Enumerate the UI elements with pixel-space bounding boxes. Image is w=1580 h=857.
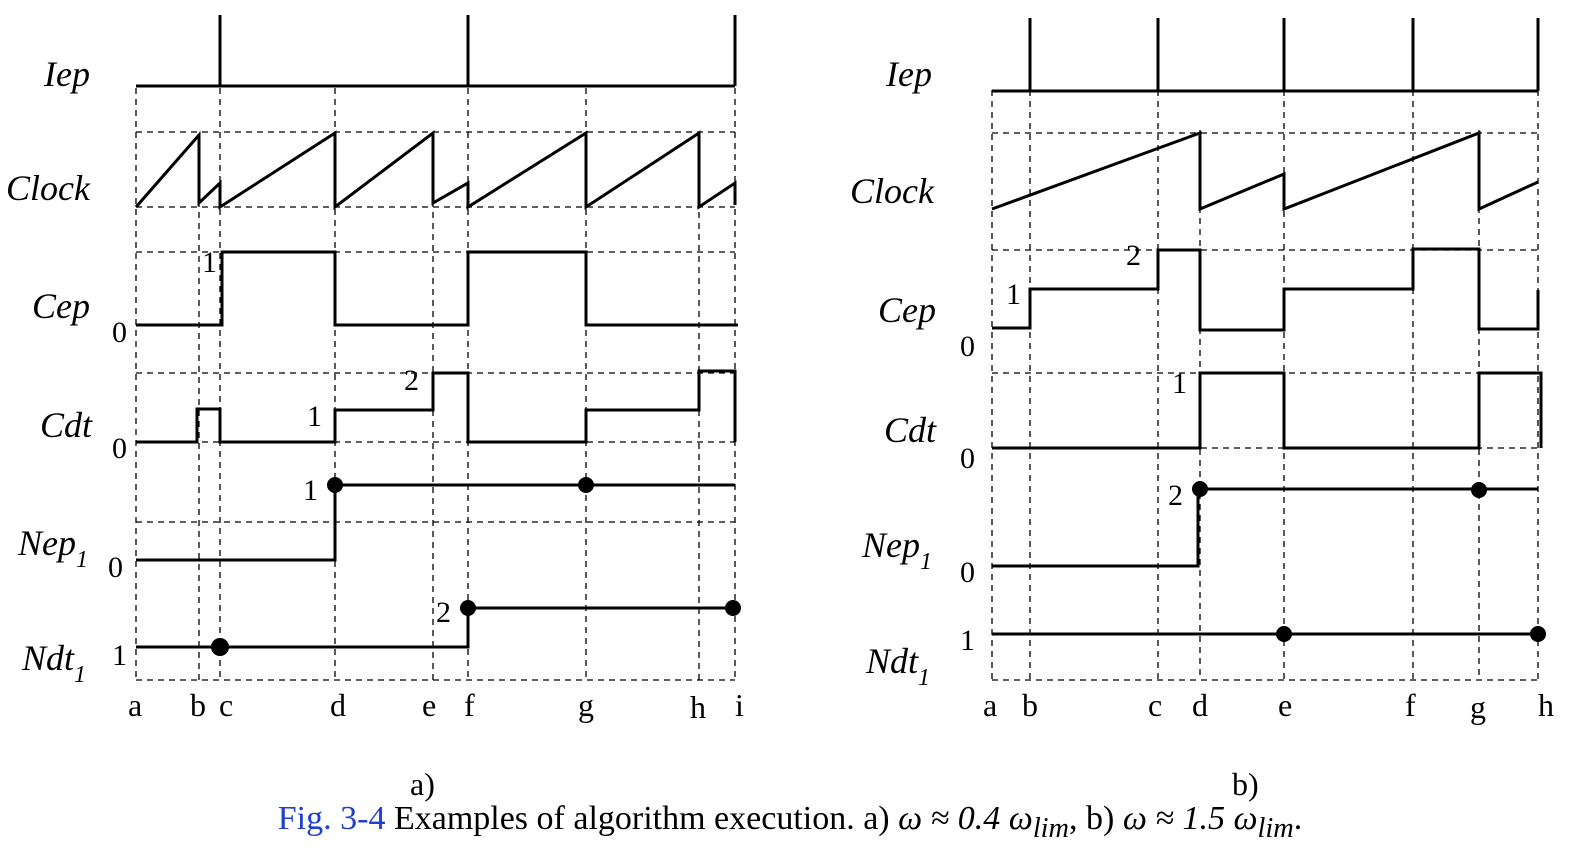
panel-b-cdt-trace xyxy=(992,371,1543,450)
caption-mid: , b) xyxy=(1069,800,1123,837)
panel-a-cep-zero: 0 xyxy=(112,316,127,349)
panel-a-ndt1-dot-i xyxy=(725,600,741,616)
panel-b-tick-f: f xyxy=(1405,687,1416,723)
figure-reference-link[interactable]: Fig. 3-4 xyxy=(277,800,386,837)
panel-a-ndt1-step-2: 2 xyxy=(436,596,451,629)
caption-formula-a: ω ≈ 0.4 ω xyxy=(898,800,1033,837)
panel-b-ndt1-level: 1 xyxy=(960,624,975,657)
panel-b-tick-c: c xyxy=(1148,687,1162,723)
panel-b-ndt1-dot-h xyxy=(1530,626,1546,642)
panel-b-nep1-zero: 0 xyxy=(960,556,975,589)
panel-b-tick-g: g xyxy=(1470,689,1486,725)
panel-a-tick-h: h xyxy=(690,689,706,725)
caption-text: Examples of algorithm execution. a) xyxy=(385,800,899,837)
panel-b: Iep Clock Cep Cdt Nep1 Ndt1 0 0 0 1 1 2 … xyxy=(850,18,1554,802)
caption-formula-b: ω ≈ 1.5 ω xyxy=(1122,800,1258,837)
panel-a-label-clock: Clock xyxy=(6,168,91,208)
panel-b-ndt1-dot-e xyxy=(1276,626,1292,642)
figure-caption: Fig. 3-4 Examples of algorithm execution… xyxy=(0,800,1580,845)
panel-a-label-iep: Iep xyxy=(43,54,90,94)
panel-a-cdt-zero: 0 xyxy=(112,432,127,465)
panel-b-label-iep: Iep xyxy=(885,54,932,94)
panel-a-ndt1-dot-c xyxy=(211,638,229,656)
panel-b-label: b) xyxy=(1232,766,1259,802)
panel-a-tick-a: a xyxy=(128,687,142,723)
panel-b-nep1-dot-g xyxy=(1471,482,1487,498)
panel-a-label-cep: Cep xyxy=(32,286,90,326)
panel-b-tick-b: b xyxy=(1022,687,1038,723)
panel-a: Iep Clock Cep Cdt Nep1 Ndt1 0 0 0 1 1 1 … xyxy=(6,15,744,802)
caption-formula-b-sub: lim xyxy=(1257,812,1294,844)
panel-a-tick-b: b xyxy=(190,687,206,723)
panel-a-ndt1-level: 1 xyxy=(112,639,127,672)
panel-b-tick-a: a xyxy=(983,687,997,723)
panel-b-cep-step-1: 1 xyxy=(1006,278,1021,311)
panel-b-cep-trace xyxy=(992,247,1540,332)
panel-a-nep1-dot-g xyxy=(578,477,594,493)
panel-b-cdt-step-1: 1 xyxy=(1172,367,1187,400)
panel-a-cdt-trace xyxy=(136,369,737,444)
panel-b-cep-step-2: 2 xyxy=(1126,239,1141,272)
panel-b-nep1-dot-d xyxy=(1192,481,1208,497)
panel-b-label-cdt: Cdt xyxy=(884,410,937,450)
panel-a-cep-step-1: 1 xyxy=(202,246,217,279)
panel-a-cdt-step-1: 1 xyxy=(307,400,322,433)
panel-a-nep1-trace xyxy=(136,483,735,562)
panel-b-tick-h: h xyxy=(1538,687,1554,723)
panel-b-nep1-trace xyxy=(992,487,1538,568)
panel-a-cep-trace xyxy=(136,250,738,327)
panel-a-nep1-step-1: 1 xyxy=(303,474,318,507)
panel-a-time-guides xyxy=(135,88,736,681)
panel-a-nep1-dot-d xyxy=(327,477,343,493)
panel-b-cdt-zero: 0 xyxy=(960,442,975,475)
panel-b-label-cep: Cep xyxy=(878,290,936,330)
panel-b-label-nep1: Nep1 xyxy=(861,525,932,575)
panel-a-tick-d: d xyxy=(330,687,346,723)
panel-a-cdt-step-2: 2 xyxy=(404,364,419,397)
panel-a-ndt1-dot-f xyxy=(460,600,476,616)
panel-b-label-clock: Clock xyxy=(850,171,935,211)
panel-a-label-ndt1: Ndt1 xyxy=(21,638,86,688)
panel-b-nep1-step-2: 2 xyxy=(1168,479,1183,512)
panel-b-tick-e: e xyxy=(1278,687,1292,723)
panel-b-label-ndt1: Ndt1 xyxy=(865,641,930,691)
panel-b-cep-zero: 0 xyxy=(960,330,975,363)
panel-a-label: a) xyxy=(410,766,435,802)
caption-formula-a-sub: lim xyxy=(1032,812,1070,844)
caption-end: . xyxy=(1293,800,1303,837)
panel-a-ndt1-trace xyxy=(136,606,735,649)
panel-a-tick-e: e xyxy=(422,687,436,723)
panel-a-label-nep1: Nep1 xyxy=(17,523,88,573)
panel-a-tick-f: f xyxy=(464,687,475,723)
panel-a-clock-trace xyxy=(134,129,737,211)
panel-a-tick-g: g xyxy=(578,687,594,723)
panel-a-tick-c: c xyxy=(219,687,233,723)
panel-b-tick-d: d xyxy=(1192,687,1208,723)
panel-a-nep1-zero: 0 xyxy=(108,551,123,584)
panel-b-clock-trace xyxy=(991,130,1539,212)
panel-a-tick-i: i xyxy=(735,687,744,723)
panel-a-label-cdt: Cdt xyxy=(40,405,93,445)
